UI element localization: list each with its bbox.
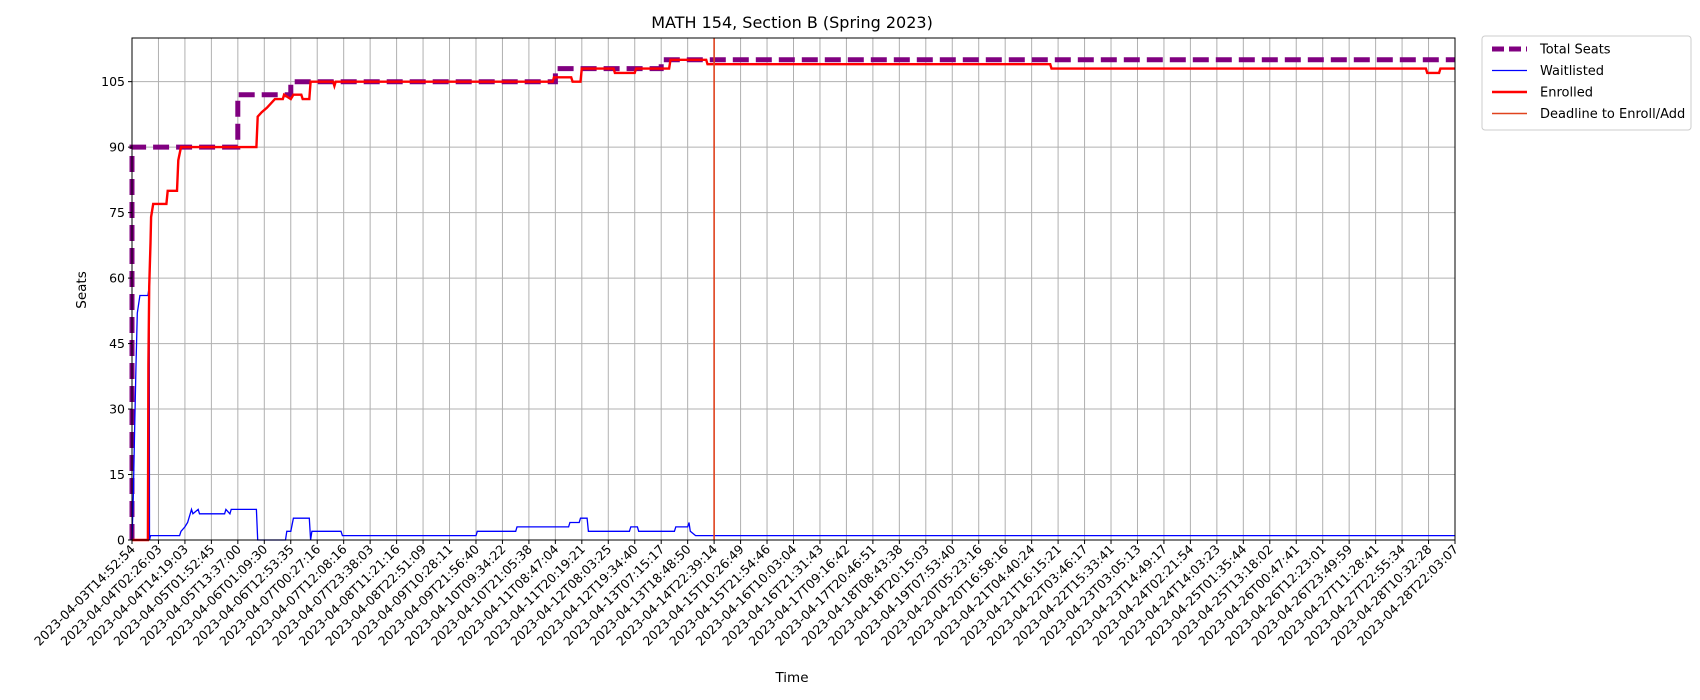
series-waitlistedline (131, 286, 1455, 541)
y-tick-label: 15 (109, 467, 125, 482)
y-tick-label: 30 (109, 402, 125, 417)
y-tick-label: 45 (109, 336, 125, 351)
x-axis-title: Time (774, 670, 808, 686)
y-tick-label: 0 (117, 533, 125, 548)
y-tick-label: 105 (101, 74, 125, 89)
series-enrolledline (132, 58, 1455, 542)
y-tick-label: 60 (109, 271, 125, 286)
legend-label: Enrolled (1540, 86, 1593, 101)
legend-label: Deadline to Enroll/Add (1540, 107, 1685, 122)
y-tick-label: 90 (109, 140, 125, 155)
series-layer (129, 38, 1455, 542)
y-tick-label: 75 (109, 205, 125, 220)
y-axis-title: Seats (74, 271, 90, 308)
legend-label: Total Seats (1539, 43, 1611, 58)
grid (131, 38, 1456, 541)
legend: Total Seats Waitlisted Enrolled Deadline to… (1481, 35, 1692, 131)
axes: 01530456075901052023-04-03T14:52:542023-… (31, 74, 1461, 648)
legend-box (1481, 35, 1692, 131)
chart-title: MATH 154, Section B (Spring 2023) (651, 13, 933, 32)
legend-label: Waitlisted (1540, 64, 1604, 79)
